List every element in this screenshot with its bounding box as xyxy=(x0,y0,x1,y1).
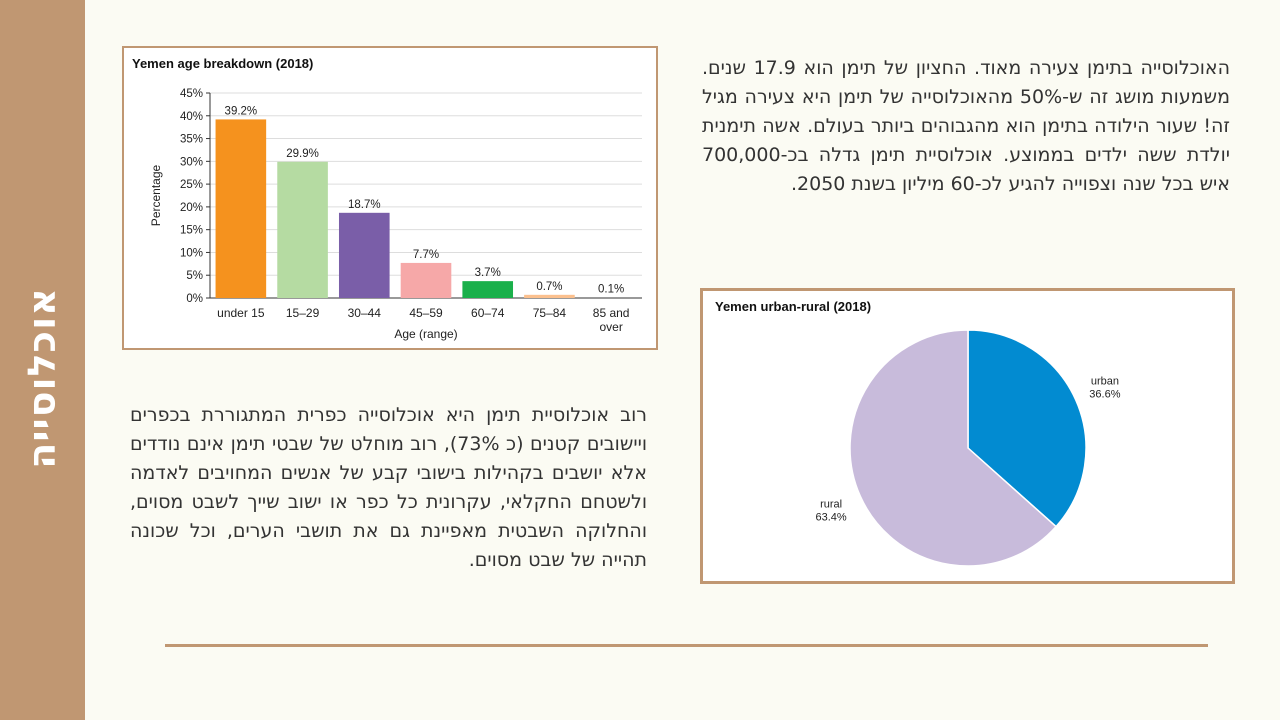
x-tick-label: 85 and xyxy=(593,306,630,320)
y-tick-label: 5% xyxy=(186,270,203,282)
pie-label-value: 63.4% xyxy=(815,511,846,523)
y-tick-label: 10% xyxy=(180,247,203,259)
y-tick-label: 30% xyxy=(180,156,203,168)
bar xyxy=(400,262,452,298)
rural-paragraph: רוב אוכלוסיית תימן היא אוכלוסייה כפרית ה… xyxy=(130,404,647,571)
data-label: 7.7% xyxy=(413,249,439,261)
y-tick-label: 35% xyxy=(180,134,203,146)
data-label: 39.2% xyxy=(225,105,258,117)
age-bar-chart: Yemen age breakdown (2018) 0% 5% 10% 15% 20%… xyxy=(122,46,658,350)
bar xyxy=(277,161,328,298)
x-tick-label: 60–74 xyxy=(471,306,505,320)
bar-chart-title: Yemen age breakdown (2018) xyxy=(132,56,314,71)
pie-slice-urban xyxy=(967,329,1087,528)
y-tick-label: 45% xyxy=(180,88,203,100)
divider xyxy=(165,644,1208,647)
bar xyxy=(524,294,575,298)
data-label: 18.7% xyxy=(348,199,381,211)
x-tick-label: over xyxy=(599,320,622,334)
data-label: 3.7% xyxy=(475,267,501,279)
y-tick-label: 0% xyxy=(186,293,203,305)
y-tick-label: 20% xyxy=(180,202,203,214)
x-tick-label: 30–44 xyxy=(348,306,382,320)
bar xyxy=(338,212,390,298)
x-axis-title: Age (range) xyxy=(394,327,457,341)
data-label: 0.7% xyxy=(536,281,562,293)
page-title: אוכלוסייה xyxy=(20,287,64,469)
x-tick-label: 45–59 xyxy=(409,306,443,320)
bar xyxy=(215,119,267,298)
data-label: 29.9% xyxy=(286,148,319,160)
pie-label-name: rural xyxy=(820,498,842,510)
pie-label-name: urban xyxy=(1091,376,1119,388)
pie-chart-title: Yemen urban-rural (2018) xyxy=(715,299,872,314)
pie-slice-rural xyxy=(849,329,1058,567)
x-tick-label: 15–29 xyxy=(286,306,320,320)
age-paragraph: האוכלוסייה בתימן צעירה מאוד. החציון של ת… xyxy=(702,57,1230,195)
x-tick-label: 75–84 xyxy=(533,306,567,320)
sidebar: אוכלוסייה xyxy=(0,0,85,720)
urban-rural-pie-chart: Yemen urban-rural (2018) urban 36.6% rural… xyxy=(700,288,1235,584)
y-axis-title: Percentage xyxy=(149,164,163,226)
y-tick-label: 25% xyxy=(180,179,203,191)
y-tick-label: 15% xyxy=(180,225,203,237)
data-label: 0.1% xyxy=(598,284,624,296)
bar xyxy=(462,281,514,298)
y-tick-label: 40% xyxy=(180,111,203,123)
bar-chart-plot: 0% 5% 10% 15% 20% 25% 30% 35% 40% 45% 39.2% under 1… xyxy=(149,88,642,341)
x-tick-label: under 15 xyxy=(217,306,265,320)
pie-label-value: 36.6% xyxy=(1089,389,1120,401)
